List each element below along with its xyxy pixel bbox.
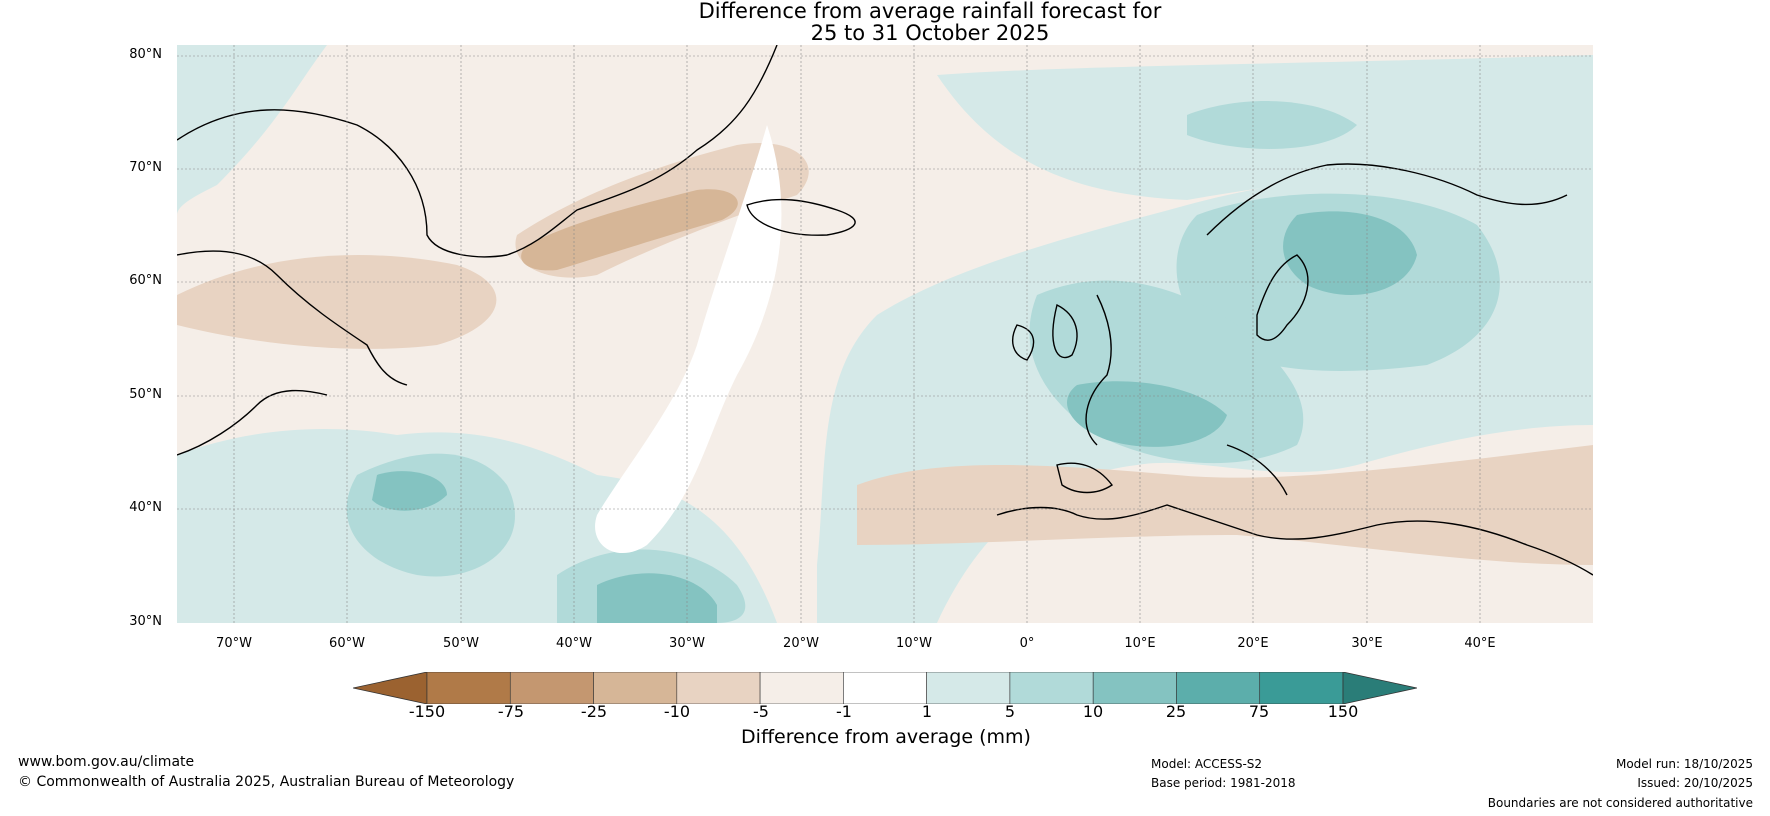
moderate-wet-greenland-sea (1187, 101, 1357, 149)
colorbar-segment (1259, 672, 1344, 704)
colorbar-segment (509, 672, 594, 704)
colorbar-tick-label: 10 (1082, 702, 1104, 721)
colorbar-segment (1176, 672, 1261, 704)
colorbar-tick-label: -5 (753, 702, 769, 721)
colorbar (353, 672, 1417, 704)
issued-date: Issued: 20/10/2025 (1637, 776, 1753, 790)
lat-label-70n: 70°N (129, 160, 162, 175)
lon-label-30e: 30°E (1351, 636, 1383, 651)
colorbar-tick-label: 1 (921, 702, 933, 721)
colorbar-tick-label: 25 (1165, 702, 1187, 721)
lon-label-0: 0° (1019, 636, 1035, 651)
colorbar-segment (843, 672, 927, 704)
colorbar-segment (1092, 672, 1177, 704)
colorbar-segment (426, 672, 511, 704)
lon-label-10w: 10°W (896, 636, 932, 651)
wet-region-northwest (177, 45, 327, 215)
model-run-date: Model run: 18/10/2025 (1615, 757, 1753, 771)
lon-label-70w: 70°W (216, 636, 252, 651)
white-corridor (595, 125, 782, 554)
colorbar-tick-label: -10 (663, 702, 691, 721)
strong-wet-alps (1067, 381, 1227, 447)
lon-label-60w: 60°W (329, 636, 365, 651)
lon-label-30w: 30°W (669, 636, 705, 651)
colorbar-tick-label: 5 (1004, 702, 1016, 721)
dry-band-labrador (177, 255, 497, 349)
map-title-line-1: Difference from average rainfall forecas… (698, 0, 1162, 23)
colorbar-segment (676, 672, 761, 704)
rainfall-anomaly-map (177, 45, 1593, 623)
lat-label-80n: 80°N (129, 47, 162, 62)
colorbar-title: Difference from average (mm) (741, 726, 1031, 748)
colorbar-tick-label: -1 (836, 702, 852, 721)
map-title-line-2: 25 to 31 October 2025 (810, 21, 1050, 45)
colorbar-extend-min (353, 672, 428, 704)
boundary-disclaimer: Boundaries are not considered authoritat… (1487, 796, 1753, 810)
dry-band-mediterranean (857, 445, 1593, 565)
colorbar-tick-label: -75 (497, 702, 525, 721)
lon-label-20e: 20°E (1237, 636, 1269, 651)
graticule (177, 45, 1593, 623)
colorbar-segment (759, 672, 844, 704)
model-name: Model: ACCESS-S2 (1151, 757, 1263, 771)
colorbar-segment (1009, 672, 1094, 704)
colorbar-tick-label: -25 (580, 702, 608, 721)
colorbar-extend-max (1342, 672, 1417, 704)
colorbar-segment (593, 672, 678, 704)
coastlines (177, 45, 1593, 576)
strong-wet-atlantic (372, 471, 447, 511)
colorbar-tick-label: 75 (1248, 702, 1270, 721)
lat-label-60n: 60°N (129, 273, 162, 288)
lon-label-10e: 10°E (1124, 636, 1156, 651)
colorbar-tick-label: -150 (408, 702, 446, 721)
lon-label-50w: 50°W (443, 636, 479, 651)
lon-label-40e: 40°E (1464, 636, 1496, 651)
strong-wet-finland (1283, 211, 1417, 295)
strong-dry-greenland (521, 189, 738, 271)
copyright-notice: © Commonwealth of Australia 2025, Austra… (18, 774, 515, 790)
colorbar-segment (926, 672, 1011, 704)
base-period: Base period: 1981-2018 (1151, 776, 1296, 790)
lat-label-40n: 40°N (129, 500, 162, 515)
website-link[interactable]: www.bom.gov.au/climate (18, 754, 195, 770)
lat-label-50n: 50°N (129, 387, 162, 402)
lat-label-30n: 30°N (129, 614, 162, 629)
colorbar-tick-label: 150 (1327, 702, 1359, 721)
lon-label-40w: 40°W (556, 636, 592, 651)
lon-label-20w: 20°W (783, 636, 819, 651)
